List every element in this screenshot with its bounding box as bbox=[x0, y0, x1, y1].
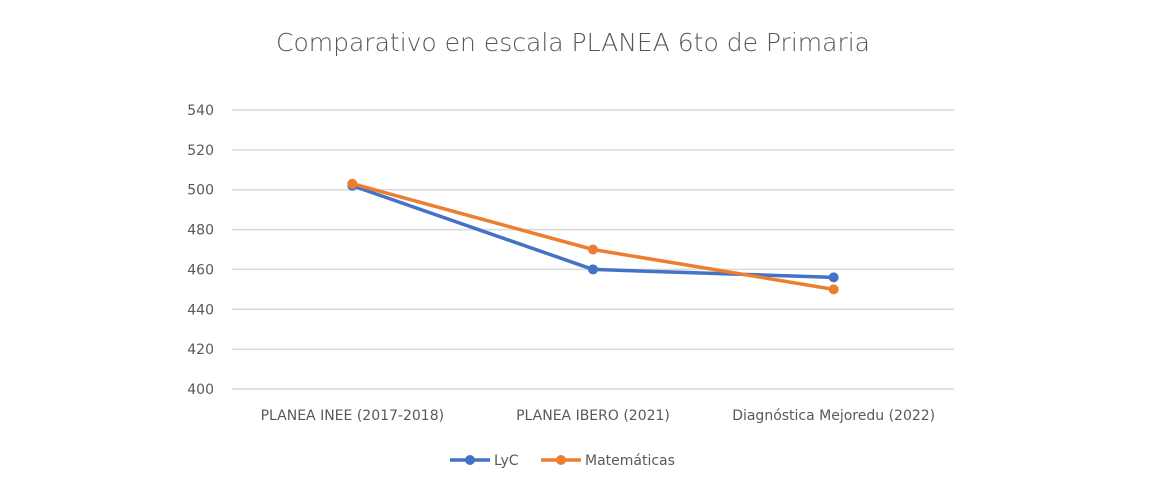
x-tick-label: Diagnóstica Mejoredu (2022) bbox=[732, 408, 935, 424]
legend-label: LyC bbox=[494, 453, 519, 469]
legend-label: Matemáticas bbox=[585, 453, 675, 469]
y-tick-label: 500 bbox=[187, 183, 214, 199]
legend-marker bbox=[465, 455, 475, 465]
data-point bbox=[588, 244, 598, 255]
data-point bbox=[828, 284, 839, 295]
legend-marker bbox=[556, 455, 566, 465]
data-point bbox=[588, 264, 598, 275]
y-tick-label: 460 bbox=[187, 262, 214, 278]
y-tick-label: 420 bbox=[187, 342, 214, 358]
y-tick-label: 400 bbox=[187, 382, 214, 398]
x-tick-label: PLANEA INEE (2017-2018) bbox=[261, 408, 444, 424]
data-point bbox=[828, 272, 839, 283]
series-line-lyc bbox=[351, 184, 834, 280]
y-tick-label: 540 bbox=[187, 103, 214, 119]
x-tick-label: PLANEA IBERO (2021) bbox=[516, 408, 670, 424]
data-point bbox=[347, 178, 358, 189]
y-tick-label: 520 bbox=[187, 143, 214, 159]
y-tick-label: 440 bbox=[187, 302, 214, 318]
chart-title: Comparativo en escala PLANEA 6to de Prim… bbox=[276, 28, 870, 57]
y-tick-label: 480 bbox=[187, 223, 214, 239]
